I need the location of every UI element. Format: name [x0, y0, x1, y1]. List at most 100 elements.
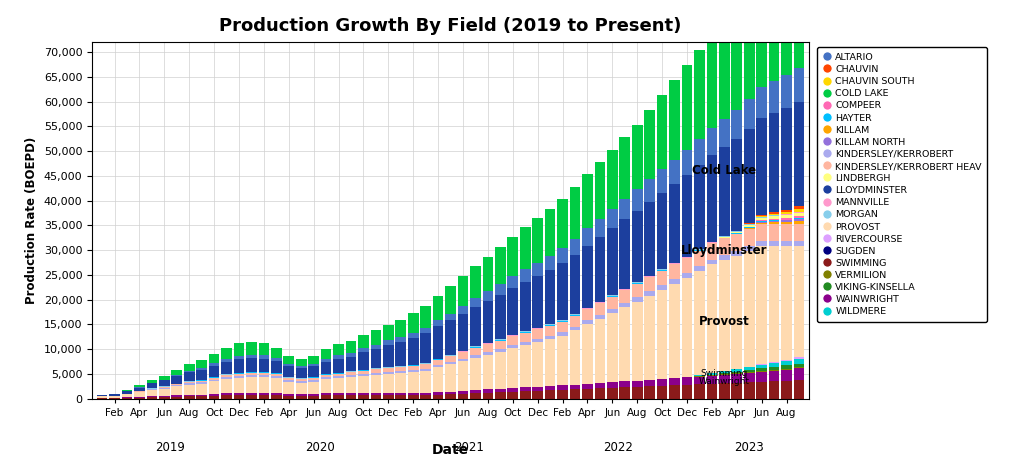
Bar [333, 395, 344, 399]
Bar [458, 393, 468, 399]
Bar [308, 382, 318, 394]
Bar [694, 139, 705, 165]
Bar [271, 358, 282, 361]
Bar [110, 398, 120, 399]
Bar [656, 269, 668, 270]
Bar [569, 187, 581, 239]
Bar [470, 355, 480, 357]
Bar [557, 386, 568, 390]
Bar [259, 343, 269, 355]
Bar [769, 363, 779, 367]
Bar [458, 313, 468, 351]
Bar [769, 215, 779, 216]
Bar [520, 342, 530, 345]
Bar [607, 382, 617, 388]
Bar [656, 386, 668, 399]
Bar [781, 241, 792, 246]
Bar [632, 282, 642, 283]
Bar [769, 241, 779, 246]
Bar [794, 219, 804, 221]
Bar [644, 386, 655, 399]
Bar [694, 384, 705, 399]
Bar [346, 378, 356, 393]
Bar [346, 371, 356, 372]
Bar [458, 358, 468, 361]
Bar [233, 373, 245, 374]
Bar [744, 226, 755, 227]
Bar [682, 175, 692, 257]
Bar [371, 345, 381, 348]
Y-axis label: Production Rate (BOEPD): Production Rate (BOEPD) [26, 137, 38, 304]
Bar [122, 391, 132, 393]
Bar [682, 273, 692, 279]
Bar [682, 66, 692, 150]
Bar [508, 276, 518, 288]
Bar [569, 316, 581, 327]
Bar [433, 368, 443, 392]
Bar [794, 363, 804, 368]
Bar [595, 388, 605, 399]
Bar [482, 291, 494, 301]
Bar [757, 224, 767, 241]
Bar [308, 377, 318, 378]
Bar [744, 371, 755, 372]
Bar [794, 212, 804, 216]
Title: Production Growth By Field (2019 to Present): Production Growth By Field (2019 to Pres… [219, 17, 682, 35]
Bar [433, 358, 443, 359]
Bar [221, 374, 231, 375]
Bar [470, 346, 480, 347]
Bar [482, 301, 494, 343]
Bar [757, 372, 767, 382]
Bar [508, 288, 518, 335]
Bar [545, 270, 555, 325]
Bar [358, 395, 369, 399]
Bar [421, 306, 431, 328]
Bar [358, 371, 369, 374]
Legend: ALTARIO, CHAUVIN, CHAUVIN SOUTH, COLD LAKE, COMPEER, HAYTER, KILLAM, KILLAM NORT: ALTARIO, CHAUVIN, CHAUVIN SOUTH, COLD LA… [817, 47, 987, 322]
Bar [632, 283, 642, 284]
Bar [694, 375, 705, 376]
Bar [495, 295, 506, 339]
Bar [259, 393, 269, 395]
Bar [284, 366, 294, 377]
Bar [781, 222, 792, 224]
Bar [545, 256, 555, 270]
Bar [557, 320, 568, 321]
Text: 2022: 2022 [603, 441, 634, 454]
Bar [296, 378, 306, 379]
Bar [707, 155, 717, 242]
Bar [757, 364, 767, 365]
Bar [682, 385, 692, 399]
Bar [482, 344, 494, 352]
Bar [632, 284, 642, 297]
Bar [731, 256, 742, 370]
Bar [508, 345, 518, 348]
Bar [184, 372, 195, 381]
Bar [433, 359, 443, 360]
Bar [794, 368, 804, 369]
Bar [595, 319, 605, 383]
Bar [532, 387, 543, 391]
Bar [557, 322, 568, 333]
Bar [670, 280, 680, 284]
Bar [781, 365, 792, 369]
Bar [769, 216, 779, 217]
Bar [719, 147, 730, 236]
Bar [757, 119, 767, 215]
Bar [209, 381, 219, 393]
Bar [744, 372, 755, 373]
Bar [209, 377, 219, 378]
Bar [233, 378, 245, 393]
Bar [421, 363, 431, 364]
Bar [110, 393, 120, 394]
Bar [583, 228, 593, 246]
Bar [395, 366, 407, 367]
Bar [707, 243, 717, 259]
Bar [744, 225, 755, 226]
Bar [346, 356, 356, 371]
Bar [233, 359, 245, 373]
Bar [545, 325, 555, 326]
Bar [769, 219, 779, 220]
Bar [769, 214, 779, 215]
Bar [284, 394, 294, 396]
